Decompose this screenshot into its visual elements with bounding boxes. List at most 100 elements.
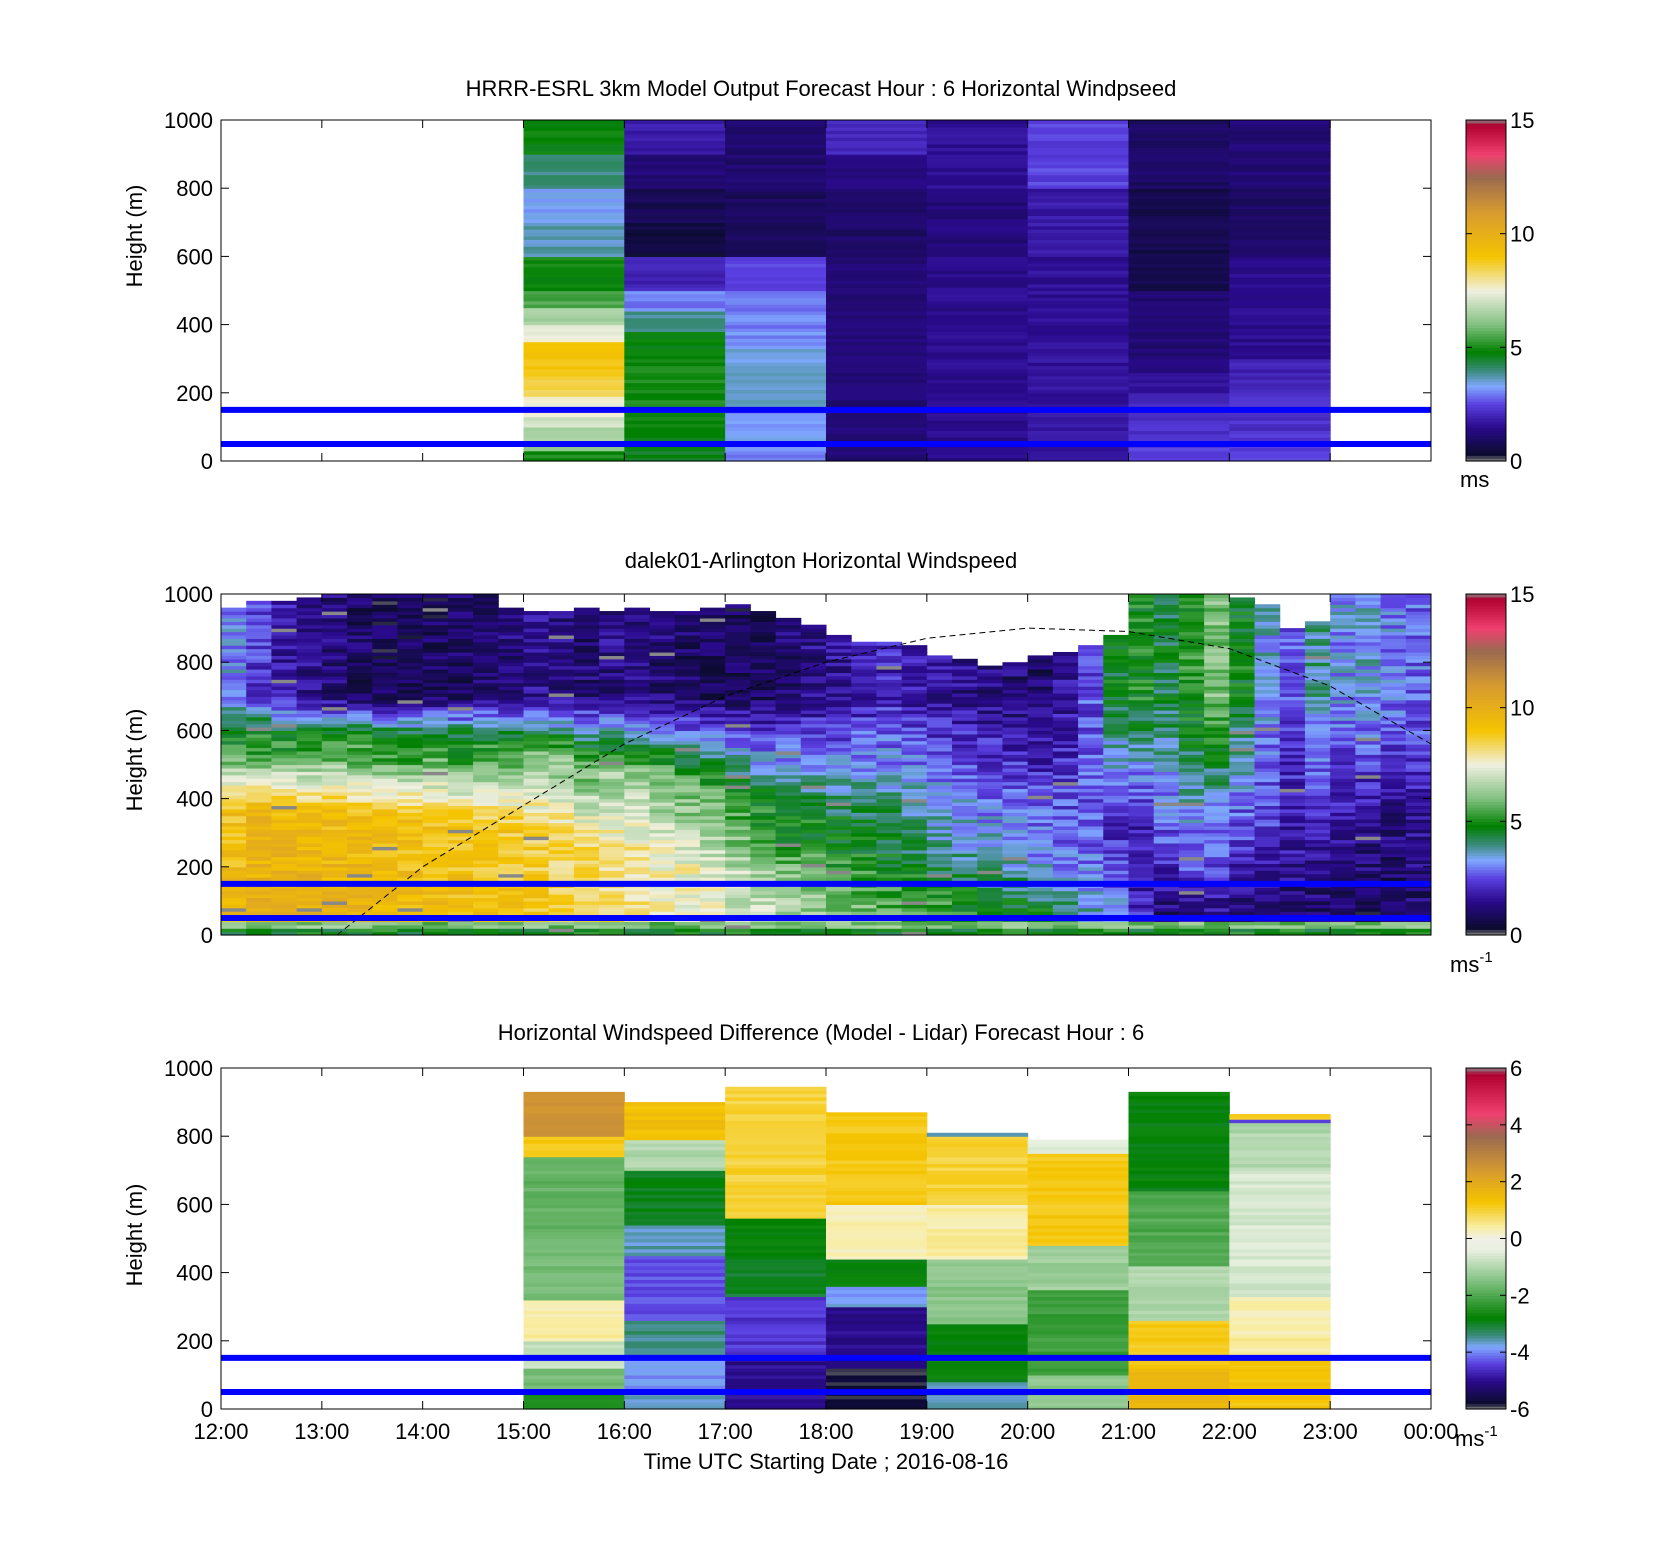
heatmap-cell <box>725 297 827 302</box>
heatmap-cell <box>1153 870 1180 875</box>
heatmap-cell <box>296 890 323 895</box>
heatmap-cell <box>498 866 524 871</box>
heatmap-cell <box>271 808 298 813</box>
heatmap-cell <box>926 235 1029 240</box>
heatmap-cell <box>372 900 398 905</box>
heatmap-cell <box>573 795 600 800</box>
heatmap-cell <box>296 617 323 622</box>
heatmap-cell <box>321 648 348 653</box>
heatmap-cell <box>699 767 726 772</box>
heatmap-cell <box>1103 853 1129 858</box>
heatmap-cell <box>901 853 928 858</box>
heatmap-cell <box>523 198 625 203</box>
heatmap-cell <box>1052 740 1079 745</box>
heatmap-cell <box>599 624 625 629</box>
heatmap-cell <box>1204 703 1230 708</box>
heatmap-cell <box>750 665 777 670</box>
heatmap-cell <box>1027 123 1129 128</box>
heatmap-cell <box>246 638 272 643</box>
heatmap-cell <box>271 771 298 776</box>
heatmap-cell <box>750 781 777 786</box>
heatmap-cell <box>573 634 600 639</box>
heatmap-cell <box>624 757 651 762</box>
heatmap-cell <box>725 167 827 172</box>
heatmap-cell <box>523 358 625 363</box>
heatmap-cell <box>473 778 499 783</box>
heatmap-cell <box>725 201 827 206</box>
heatmap-cell <box>1052 665 1079 670</box>
heatmap-cell <box>1103 859 1129 864</box>
heatmap-cell <box>699 859 726 864</box>
heatmap-cell <box>321 798 348 803</box>
heatmap-cell <box>876 686 903 691</box>
heatmap-cell <box>372 597 398 602</box>
heatmap-cell <box>573 709 600 714</box>
heatmap-cell <box>800 774 827 779</box>
heatmap-cell <box>347 798 373 803</box>
colorbar-band <box>1466 219 1506 223</box>
heatmap-cell <box>1254 849 1281 854</box>
colorbar-band <box>1466 361 1506 365</box>
heatmap-cell <box>498 846 524 851</box>
heatmap-cell <box>221 696 247 701</box>
heatmap-cell <box>876 747 903 752</box>
heatmap-cell <box>372 832 398 837</box>
heatmap-cell <box>246 907 272 912</box>
heatmap-cell <box>1027 351 1129 356</box>
heatmap-cell <box>296 604 323 609</box>
colorbar-band <box>1466 156 1506 161</box>
heatmap-cell <box>296 791 323 796</box>
heatmap-cell <box>851 750 877 755</box>
heatmap-cell <box>573 672 600 677</box>
heatmap-cell <box>221 839 247 844</box>
heatmap-cell <box>901 873 928 878</box>
heatmap-cell <box>1027 249 1129 254</box>
heatmap-cell <box>750 870 777 875</box>
heatmap-cell <box>1153 836 1180 841</box>
heatmap-cell <box>599 651 625 656</box>
heatmap-cell <box>624 385 726 390</box>
heatmap-cell <box>1002 863 1029 868</box>
heatmap-cell <box>548 645 575 650</box>
heatmap-cell <box>321 863 348 868</box>
heatmap-cell <box>321 703 348 708</box>
heatmap-cell <box>826 863 852 868</box>
heatmap-cell <box>901 651 928 656</box>
heatmap-cell <box>800 737 827 742</box>
heatmap-cell <box>926 894 953 899</box>
heatmap-cell <box>725 126 827 131</box>
heatmap-cell <box>347 921 373 926</box>
heatmap-cell <box>1128 174 1230 179</box>
heatmap-cell <box>221 900 247 905</box>
heatmap-cell <box>1052 720 1079 725</box>
heatmap-cell <box>347 900 373 905</box>
colorbar-band <box>1466 185 1506 189</box>
heatmap-cell <box>674 819 701 824</box>
heatmap-cell <box>1078 802 1104 807</box>
heatmap-cell <box>1128 362 1230 367</box>
heatmap-cell <box>1178 600 1205 605</box>
heatmap-cell <box>926 423 1029 428</box>
heatmap-cell <box>699 788 726 793</box>
heatmap-cell <box>422 733 449 738</box>
heatmap-cell <box>1254 839 1281 844</box>
heatmap-cell <box>977 904 1003 909</box>
heatmap-cell <box>447 825 474 830</box>
heatmap-cell <box>1052 924 1079 929</box>
heatmap-cell <box>926 239 1029 244</box>
heatmap-cell <box>1128 767 1155 772</box>
heatmap-cell <box>977 887 1003 892</box>
heatmap-cell <box>826 651 852 656</box>
heatmap-cell <box>624 181 726 186</box>
heatmap-cell <box>548 662 575 667</box>
heatmap-cell <box>624 208 726 213</box>
heatmap-cell <box>1204 669 1230 674</box>
heatmap-cell <box>321 645 348 650</box>
heatmap-cell <box>1279 709 1306 714</box>
heatmap-cell <box>1153 692 1180 697</box>
heatmap-cell <box>977 754 1003 759</box>
heatmap-cell <box>750 846 777 851</box>
heatmap-cell <box>246 689 272 694</box>
heatmap-cell <box>674 781 701 786</box>
heatmap-cell <box>271 802 298 807</box>
